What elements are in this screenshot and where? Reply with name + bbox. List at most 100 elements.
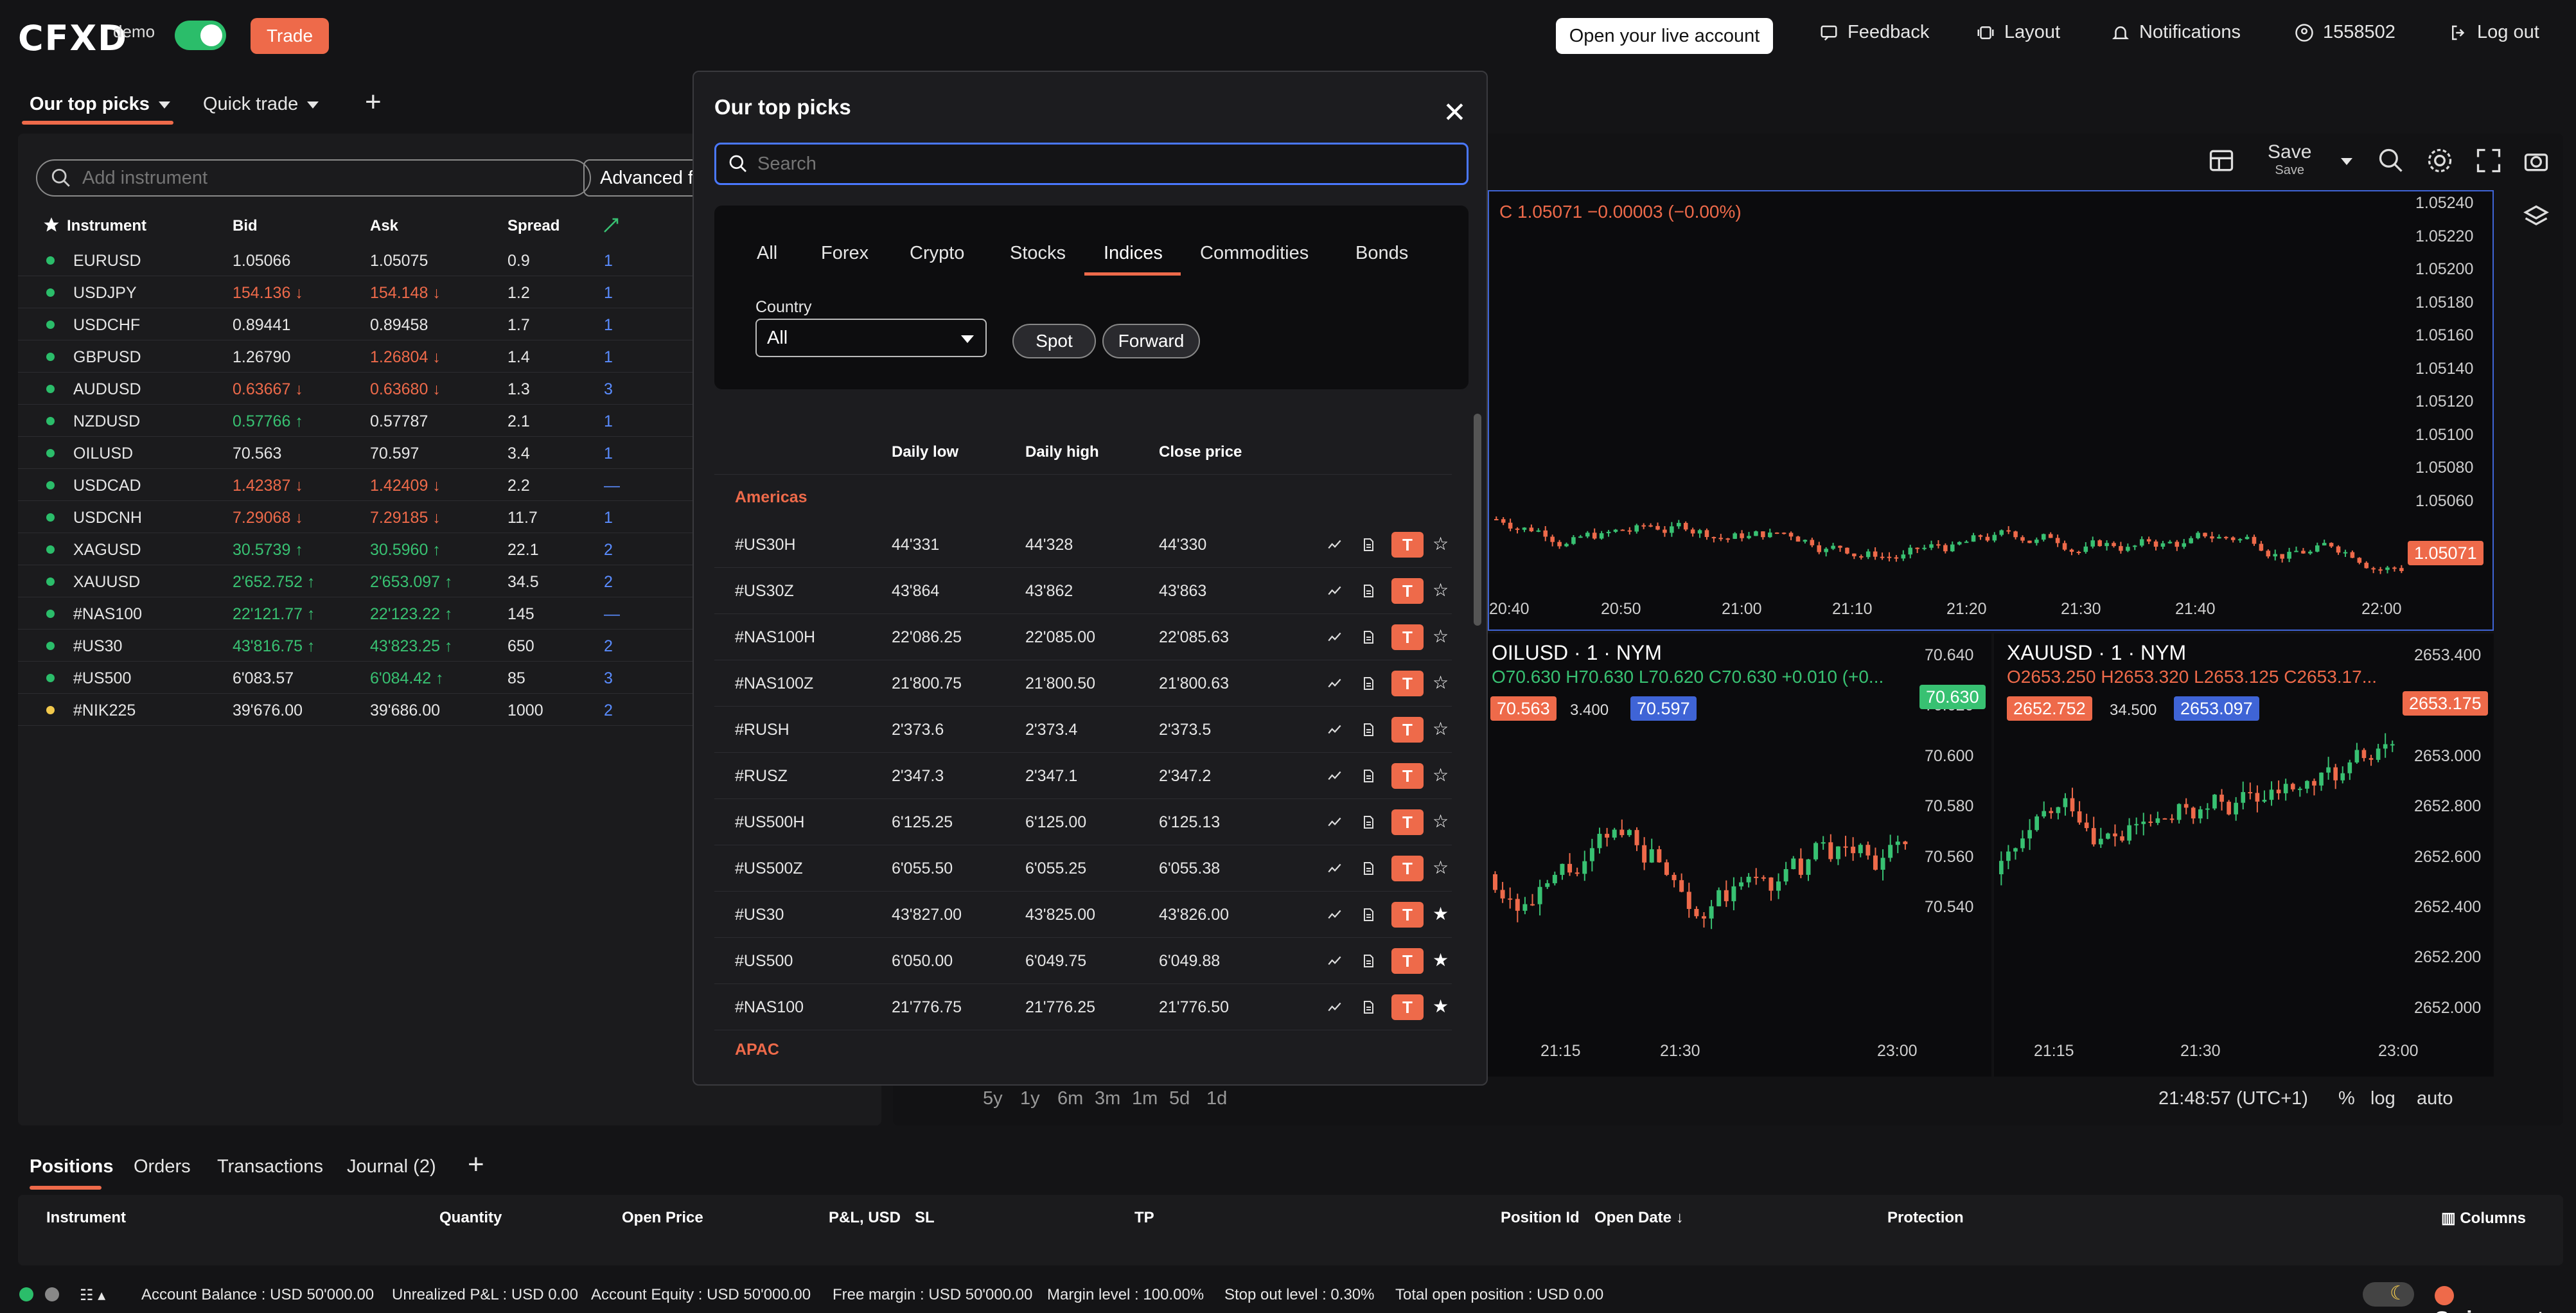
watchlist-row[interactable]: EURUSD 1.05066 1.05075 0.9 1 [18,244,881,276]
document-icon[interactable] [1358,812,1379,833]
top-pick-row[interactable]: #US30H 44'331 44'328 44'330 T ☆ [714,522,1452,568]
gold-chart-pane[interactable]: XAUUSD · 1 · NYM O2653.250 H2653.320 L26… [1994,633,2494,1077]
filter-tab-all[interactable]: All [757,243,778,263]
col-instrument[interactable]: Instrument [67,217,147,234]
ask-price[interactable]: 6'084.42 ↑ [370,669,444,687]
bid-price[interactable]: 22'121.77 ↑ [233,605,315,623]
feedback-button[interactable]: Feedback [1819,22,1929,43]
trade-shortcut-button[interactable]: T [1391,717,1424,743]
gold-bid-tag[interactable]: 2652.752 [2007,696,2092,721]
favorite-star-icon[interactable]: ★ [1433,950,1449,970]
ask-price[interactable]: 1.26804 ↓ [370,348,441,366]
trade-shortcut-button[interactable]: T [1391,763,1424,789]
bid-price[interactable]: 154.136 ↓ [233,284,303,302]
favorite-star-icon[interactable]: ☆ [1433,626,1449,646]
filter-tab-crypto[interactable]: Crypto [910,243,965,263]
ask-price[interactable]: 43'823.25 ↑ [370,637,453,655]
top-pick-row[interactable]: #RUSZ 2'347.3 2'347.1 2'347.2 T ☆ [714,753,1452,799]
tab-journal[interactable]: Journal (2) [347,1156,436,1177]
top-pick-row[interactable]: #US500H 6'125.25 6'125.00 6'125.13 T ☆ [714,799,1452,845]
favorite-star-icon[interactable]: ☆ [1433,580,1449,600]
bid-price[interactable]: 0.89441 [233,316,291,334]
range-5y[interactable]: 5y [983,1088,1003,1109]
instrument-search-input[interactable] [82,167,532,189]
document-icon[interactable] [1358,673,1379,694]
modal-search-input[interactable] [757,153,1400,175]
favorite-star-icon[interactable]: ☆ [1433,673,1449,692]
oil-bid-tag[interactable]: 70.563 [1490,696,1557,721]
theme-toggle[interactable] [2363,1282,2414,1307]
pos-col-position-id[interactable]: Position Id [1501,1209,1580,1226]
bid-price[interactable]: 2'652.752 ↑ [233,573,315,591]
favorite-star-icon[interactable]: ☆ [1433,858,1449,877]
range-5d[interactable]: 5d [1169,1088,1190,1109]
modal-scrollbar[interactable] [1474,414,1481,626]
filter-tab-stocks[interactable]: Stocks [1010,243,1066,263]
range-3m[interactable]: 3m [1095,1088,1121,1109]
document-icon[interactable] [1358,858,1379,879]
gear-icon[interactable] [2426,146,2454,175]
modal-search[interactable] [714,143,1469,185]
watchlist-row[interactable]: NZDUSD 0.57766 ↑ 0.57787 2.1 1 [18,405,881,437]
range-1m[interactable]: 1m [1132,1088,1158,1109]
favorite-star-icon[interactable]: ☆ [1433,719,1449,739]
chart-icon[interactable] [1325,904,1345,925]
watchlist-row[interactable]: USDCNH 7.29068 ↓ 7.29185 ↓ 11.7 1 [18,501,881,533]
watchlist-row[interactable]: #NAS100 22'121.77 ↑ 22'123.22 ↑ 145 — [18,597,881,630]
document-icon[interactable] [1358,581,1379,601]
ask-price[interactable]: 30.5960 ↑ [370,541,441,559]
chart-icon[interactable] [1325,627,1345,648]
favorite-star-icon[interactable]: ☆ [1433,811,1449,831]
document-icon[interactable] [1358,719,1379,740]
document-icon[interactable] [1358,534,1379,555]
pos-col-pnl[interactable]: P&L, USD [829,1209,901,1226]
top-pick-row[interactable]: #US500 6'050.00 6'049.75 6'049.88 T ★ [714,938,1452,984]
bid-price[interactable]: 30.5739 ↑ [233,541,303,559]
watchlist-row[interactable]: #US30 43'816.75 ↑ 43'823.25 ↑ 650 2 [18,630,881,662]
top-pick-row[interactable]: #US30Z 43'864 43'862 43'863 T ☆ [714,568,1452,614]
log-scale-toggle[interactable]: log [2370,1088,2395,1109]
bid-price[interactable]: 43'816.75 ↑ [233,637,315,655]
document-icon[interactable] [1358,951,1379,971]
watchlist-row[interactable]: XAUUSD 2'652.752 ↑ 2'653.097 ↑ 34.5 2 [18,565,881,597]
ask-price[interactable]: 22'123.22 ↑ [370,605,453,623]
open-live-account-button[interactable]: Open your live account [1556,18,1773,54]
main-chart-pane[interactable]: C 1.05071 −0.00003 (−0.00%) 1.05240 1.052… [1488,190,2494,631]
ask-price[interactable]: 0.57787 [370,412,428,430]
range-1d[interactable]: 1d [1206,1088,1228,1109]
save-chart-button[interactable]: Save Save [2268,141,2311,178]
star-icon[interactable] [42,216,60,234]
pos-col-open-date[interactable]: Open Date ↓ [1594,1209,1684,1226]
add-bottom-tab-button[interactable]: + [468,1149,484,1180]
bid-price[interactable]: 39'676.00 [233,701,303,719]
account-button[interactable]: 1558502 [2295,22,2395,43]
tab-orders[interactable]: Orders [134,1156,191,1177]
trade-shortcut-button[interactable]: T [1391,856,1424,881]
save-dropdown-icon[interactable] [2341,158,2352,165]
oil-ask-tag[interactable]: 70.597 [1630,696,1697,721]
tasks-icon[interactable]: ☷ ▴ [80,1287,106,1304]
logout-button[interactable]: Log out [2449,22,2539,43]
favorite-star-icon[interactable]: ☆ [1433,765,1449,785]
chart-icon[interactable] [1325,673,1345,694]
ask-price[interactable]: 154.148 ↓ [370,284,441,302]
col-ask[interactable]: Ask [370,217,399,234]
bid-price[interactable]: 0.57766 ↑ [233,412,303,430]
trade-shortcut-button[interactable]: T [1391,809,1424,835]
chart-icon[interactable] [1325,951,1345,971]
tab-positions[interactable]: Positions [30,1156,114,1177]
top-pick-row[interactable]: #US30 43'827.00 43'825.00 43'826.00 T ★ [714,892,1452,938]
favorite-star-icon[interactable]: ★ [1433,996,1449,1016]
forward-filter[interactable]: Forward [1102,324,1200,358]
zoom-icon[interactable] [2377,146,2405,175]
trade-shortcut-button[interactable]: T [1391,671,1424,696]
bid-price[interactable]: 1.42387 ↓ [233,477,303,495]
col-daily-high[interactable]: Daily high [1025,443,1099,461]
chart-icon[interactable] [1325,997,1345,1018]
close-icon[interactable]: ✕ [1443,97,1467,128]
ask-price[interactable]: 1.05075 [370,252,428,270]
col-spread[interactable]: Spread [507,217,560,234]
pos-col-sl[interactable]: SL [915,1209,935,1226]
chart-icon[interactable] [1325,581,1345,601]
layout-button[interactable]: Layout [1976,22,2060,43]
